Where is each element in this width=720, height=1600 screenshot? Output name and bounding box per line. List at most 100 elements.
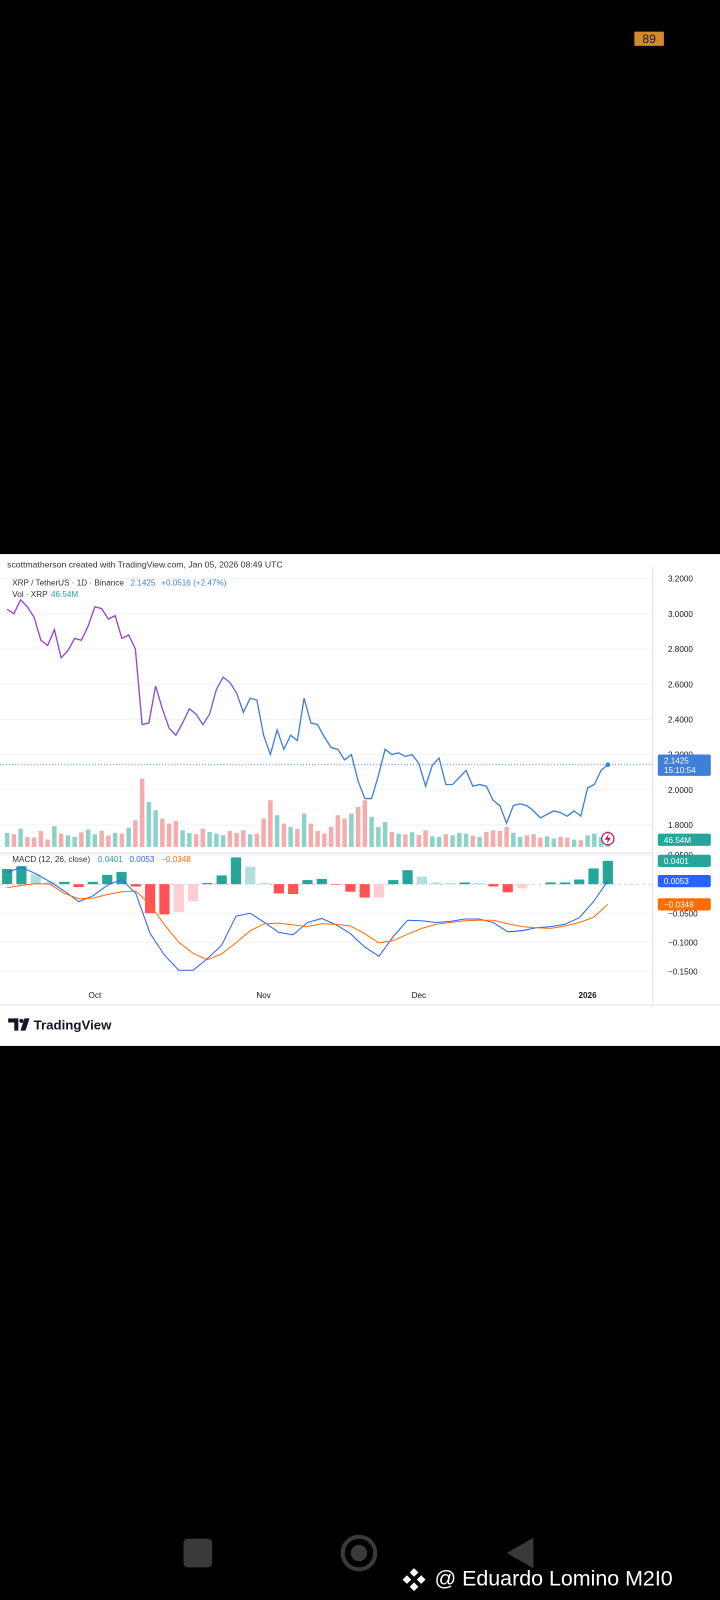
volume-bar [531,834,536,847]
histogram-bar [159,884,170,915]
volume-bar [403,834,408,847]
volume-bar [58,833,64,847]
volume-bar [430,836,435,847]
volume-bar [463,833,469,847]
histogram-bar [416,876,427,885]
histogram-bar [116,871,127,885]
volume-bar [254,833,260,847]
symbol-title: XRP / TetherUS · 1D · Binance [12,579,124,588]
y-tick-label: 1.8000 [668,821,693,830]
volume-bar [268,800,273,847]
volume-bar [436,836,442,847]
volume-bar [227,830,233,847]
histogram-bar [488,884,499,887]
volume-bar [511,832,516,847]
volume-bar [308,823,314,847]
volume-bar [133,820,138,847]
histogram-bar [59,881,70,885]
volume-bar [4,832,10,847]
histogram-bar [345,884,356,892]
nav-back[interactable] [506,1537,534,1569]
status-badge-text: 89 [642,32,656,46]
last-price-dot [605,762,611,768]
label-layer: 3.20003.00002.80002.60002.40002.20002.00… [89,575,711,1000]
histogram-bar [602,860,613,885]
histogram-bar [588,868,599,885]
volume-bar [247,834,253,847]
macd-badge: 0.0053 [664,877,689,886]
volume-bar [484,831,489,847]
histogram-bar [102,874,113,885]
histogram-bar [202,883,213,885]
volume-bar [376,826,381,847]
brand-logo [8,1018,30,1031]
volume-bar [335,815,341,847]
volume-bar [369,816,374,847]
volume-bar [112,832,118,847]
grid-layer [0,578,653,972]
volume-bar [139,778,145,847]
x-tick-label: Oct [89,991,102,1000]
volume-bar [180,830,185,847]
volume-bar [274,815,280,847]
histogram-bar [330,884,342,885]
volume-bar [504,826,509,847]
histogram-bar [145,884,156,914]
legend-signal: −0.0348 [161,855,191,864]
y-tick-label: 2.4000 [668,715,693,724]
volume-bar [173,820,179,847]
volume-bar [517,836,523,847]
volume-bar [207,831,212,847]
volume-bar [301,813,307,847]
volume-bar [477,836,482,847]
histogram-bar [559,882,571,885]
volume-bar [544,836,550,847]
histogram-bar [445,883,456,885]
volume-bar [38,830,44,847]
histogram-bar [431,882,442,885]
volume-bar [187,832,192,847]
volume-bar [382,821,388,847]
volume-bar [328,826,334,847]
volume-bar [166,823,172,847]
nav-home[interactable] [340,1534,378,1572]
volume-bar [592,833,597,847]
volume-bar [31,837,37,847]
histogram-badge: 0.0401 [664,857,689,866]
histogram-bar [516,884,528,889]
chart-panel [0,554,720,1046]
histogram-bar [216,875,227,885]
volume-bar [409,832,415,847]
countdown: 15:10:54 [664,766,696,775]
histogram-bar [574,879,585,885]
volume-bar [578,840,584,847]
histogram-bar [502,884,513,893]
volume-bar [79,832,84,847]
nav-recents[interactable] [183,1538,213,1568]
volume-bar [565,837,570,847]
histogram-bar [44,881,56,885]
volume-bar [220,835,226,847]
macd-title: MACD (12, 26, close) [12,855,90,864]
histogram-bar [316,878,327,885]
volume-bar [193,834,199,847]
volume-bar [126,827,131,847]
volume-bar [52,826,57,847]
brand-name: TradingView [34,1018,112,1033]
histogram-bar [373,884,385,898]
histogram-bar [73,884,84,888]
volume-bar [288,826,293,847]
histogram-bar [402,870,413,885]
price-line [6,598,609,826]
volume-bar [342,818,347,847]
volume-bar [457,832,462,847]
histogram-bar [2,869,13,885]
volume-bar [146,801,152,847]
histogram-bar [545,882,556,885]
volume-bar [423,830,428,847]
volume-layer [4,778,611,847]
y-tick-label: 3.0000 [668,610,693,619]
legend-change: +0.0516 (+2.47%) [161,579,227,588]
volume-bar [200,828,206,847]
volume-bar [85,829,91,847]
